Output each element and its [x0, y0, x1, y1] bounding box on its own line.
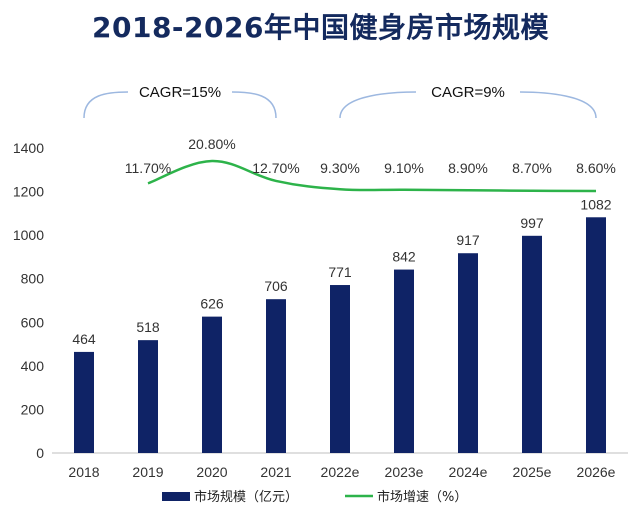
bar-data-label: 997 — [520, 215, 544, 231]
bar-data-label: 1082 — [580, 196, 611, 212]
cagr-bracket-right — [519, 91, 597, 119]
y-tick-label: 1000 — [13, 227, 44, 243]
growth-data-label: 8.60% — [576, 160, 616, 176]
growth-data-label: 11.70% — [125, 160, 171, 176]
bar — [138, 340, 158, 453]
bar-data-label: 626 — [200, 296, 224, 312]
x-tick-label: 2018 — [68, 464, 99, 480]
y-tick-label: 1400 — [13, 140, 44, 156]
bar — [522, 235, 542, 453]
cagr-annotations: CAGR=15% CAGR=9% — [83, 84, 597, 119]
bar — [586, 217, 606, 453]
bar — [458, 253, 478, 453]
x-tick-label: 2019 — [132, 464, 163, 480]
bar-data-label: 464 — [72, 331, 96, 347]
bar — [202, 316, 222, 453]
x-tick-label: 2022e — [321, 464, 360, 480]
x-tick-label: 2026e — [577, 464, 616, 480]
y-tick-label: 1200 — [13, 184, 44, 200]
y-tick-label: 400 — [21, 358, 45, 374]
growth-data-label: 9.30% — [320, 160, 360, 176]
cagr-label: CAGR=15% — [139, 84, 221, 101]
y-tick-label: 0 — [36, 445, 44, 461]
bar — [74, 351, 94, 453]
cagr-bracket-right — [231, 91, 277, 119]
legend-label-line: 市场增速（%） — [377, 489, 467, 505]
growth-data-label: 8.90% — [448, 160, 488, 176]
growth-data-label: 12.70% — [252, 160, 299, 176]
growth-line-series: 11.70% 20.80% 12.70% 9.30% 9.10% 8.90% 8.70% 8.… — [125, 136, 616, 193]
x-tick-label: 2021 — [260, 464, 291, 480]
cagr-bracket-left — [339, 91, 417, 119]
y-tick-label: 600 — [21, 314, 45, 330]
bar-data-label: 917 — [456, 232, 480, 248]
chart-title: 2018-2026年中国健身房市场规模 — [92, 11, 549, 44]
growth-data-label: 20.80% — [188, 136, 235, 152]
growth-line — [147, 159, 597, 193]
axes: 0 200 400 600 800 1000 1200 1400 2018 2019 2020 202… — [13, 140, 628, 480]
x-tick-label: 2023e — [385, 464, 424, 480]
bar-series: 464 518 626 706 771 842 917 997 1082 — [72, 196, 612, 453]
cagr-bracket-left — [83, 91, 129, 119]
bar — [266, 299, 286, 453]
x-tick-label: 2020 — [196, 464, 227, 480]
bar-data-label: 842 — [392, 249, 416, 265]
bar — [330, 285, 350, 453]
bar-data-label: 706 — [264, 278, 288, 294]
bar-data-label: 771 — [328, 264, 352, 280]
legend: 市场规模（亿元） 市场增速（%） — [162, 489, 467, 505]
bar-data-label: 518 — [136, 319, 160, 335]
y-tick-label: 200 — [21, 401, 45, 417]
legend-swatch-bar — [162, 492, 190, 501]
growth-data-label: 9.10% — [384, 160, 424, 176]
growth-data-label: 8.70% — [512, 160, 552, 176]
bar — [394, 269, 414, 453]
x-tick-label: 2025e — [513, 464, 552, 480]
y-tick-label: 800 — [21, 271, 45, 287]
x-tick-label: 2024e — [449, 464, 488, 480]
cagr-label: CAGR=9% — [431, 84, 505, 101]
legend-label-bar: 市场规模（亿元） — [194, 489, 298, 505]
